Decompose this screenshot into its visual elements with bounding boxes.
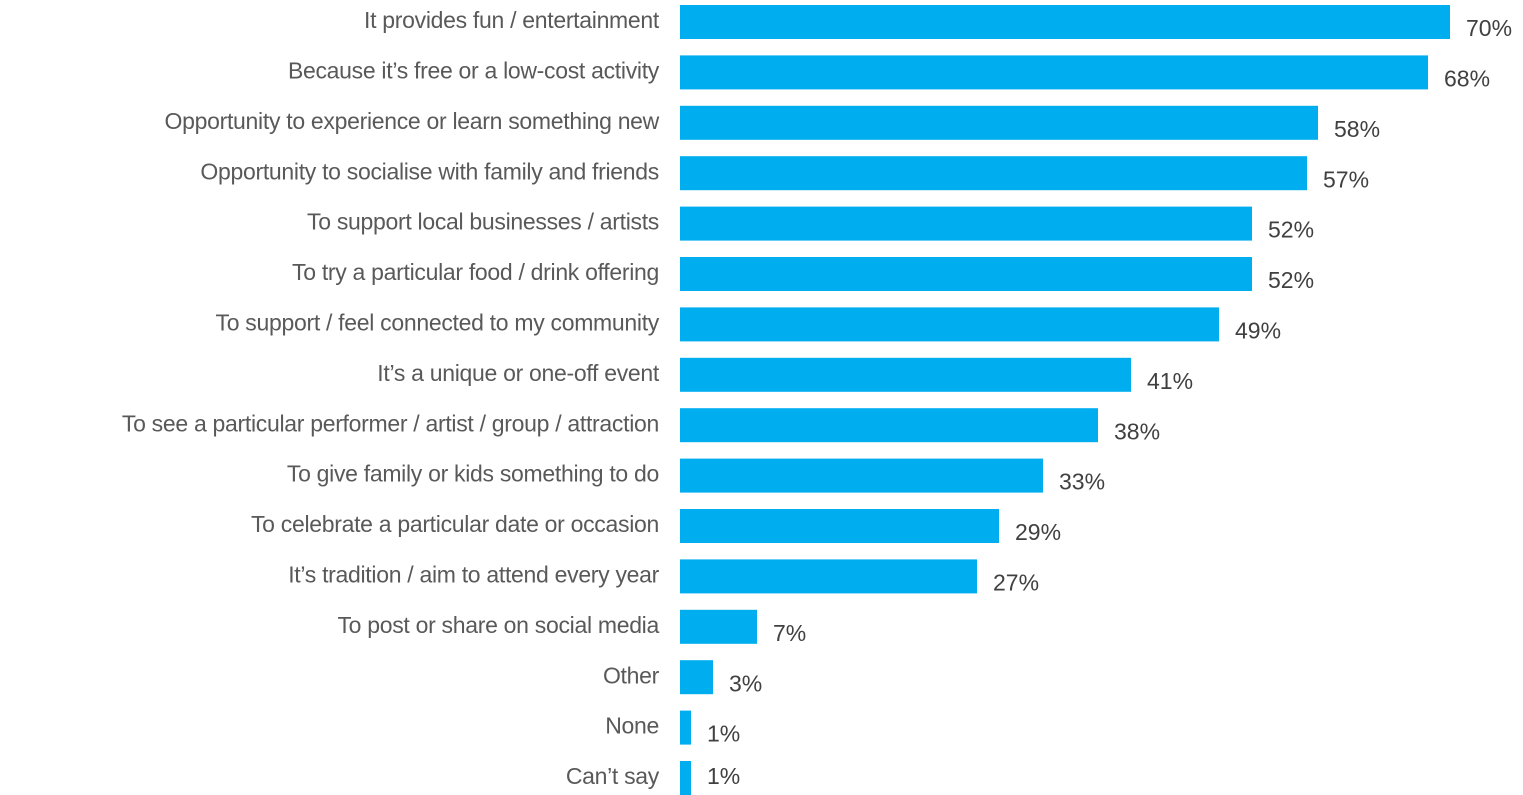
value-label: 1% xyxy=(707,763,740,789)
category-label: To support / feel connected to my commun… xyxy=(216,309,660,335)
bar xyxy=(680,559,977,594)
value-label: 49% xyxy=(1235,317,1281,343)
value-label: 68% xyxy=(1444,65,1490,91)
value-label: 52% xyxy=(1268,217,1314,243)
bar xyxy=(680,509,999,543)
value-label: 3% xyxy=(729,670,762,696)
bar xyxy=(680,357,1131,392)
bar xyxy=(680,55,1428,90)
bar xyxy=(680,5,1450,39)
bar xyxy=(680,761,691,795)
category-label: Opportunity to experience or learn somet… xyxy=(165,108,660,134)
bar xyxy=(680,458,1043,493)
category-label: To celebrate a particular date or occasi… xyxy=(251,511,659,537)
bar xyxy=(680,609,757,644)
value-label: 52% xyxy=(1268,267,1314,293)
category-label: Can’t say xyxy=(566,763,660,789)
bar xyxy=(680,156,1307,191)
value-label: 58% xyxy=(1334,116,1380,142)
bar xyxy=(680,307,1219,342)
bar xyxy=(680,105,1318,140)
bar xyxy=(680,206,1252,241)
bars xyxy=(680,5,1450,795)
category-label: Other xyxy=(603,662,660,688)
category-label: To try a particular food / drink offerin… xyxy=(292,259,659,285)
bar xyxy=(680,710,691,745)
category-label: To post or share on social media xyxy=(337,612,659,638)
category-label: It’s tradition / aim to attend every yea… xyxy=(288,561,659,587)
category-label: It’s a unique or one-off event xyxy=(377,360,660,386)
value-label: 41% xyxy=(1147,368,1193,394)
category-label: It provides fun / entertainment xyxy=(364,7,660,33)
category-label: Because it’s free or a low-cost activity xyxy=(288,57,660,83)
value-label: 27% xyxy=(993,569,1039,595)
bar xyxy=(680,660,713,695)
value-label: 1% xyxy=(707,721,740,747)
value-label: 33% xyxy=(1059,469,1105,495)
category-label: To see a particular performer / artist /… xyxy=(122,410,659,436)
value-label: 57% xyxy=(1323,166,1369,192)
value-labels: 70% 68% 58% 57% 52% 52% 49% 41% 38% 33% 29% 27% 7% 3%… xyxy=(707,15,1512,789)
value-label: 70% xyxy=(1466,15,1512,41)
category-labels: It provides fun / entertainment Because i… xyxy=(122,7,660,789)
category-label: To support local businesses / artists xyxy=(307,209,659,235)
bar xyxy=(680,257,1252,291)
category-label: Opportunity to socialise with family and… xyxy=(200,158,659,184)
category-label: None xyxy=(605,713,659,739)
category-label: To give family or kids something to do xyxy=(287,461,659,487)
value-label: 38% xyxy=(1114,418,1160,444)
value-label: 7% xyxy=(773,620,806,646)
bar xyxy=(680,408,1098,443)
value-label: 29% xyxy=(1015,519,1061,545)
